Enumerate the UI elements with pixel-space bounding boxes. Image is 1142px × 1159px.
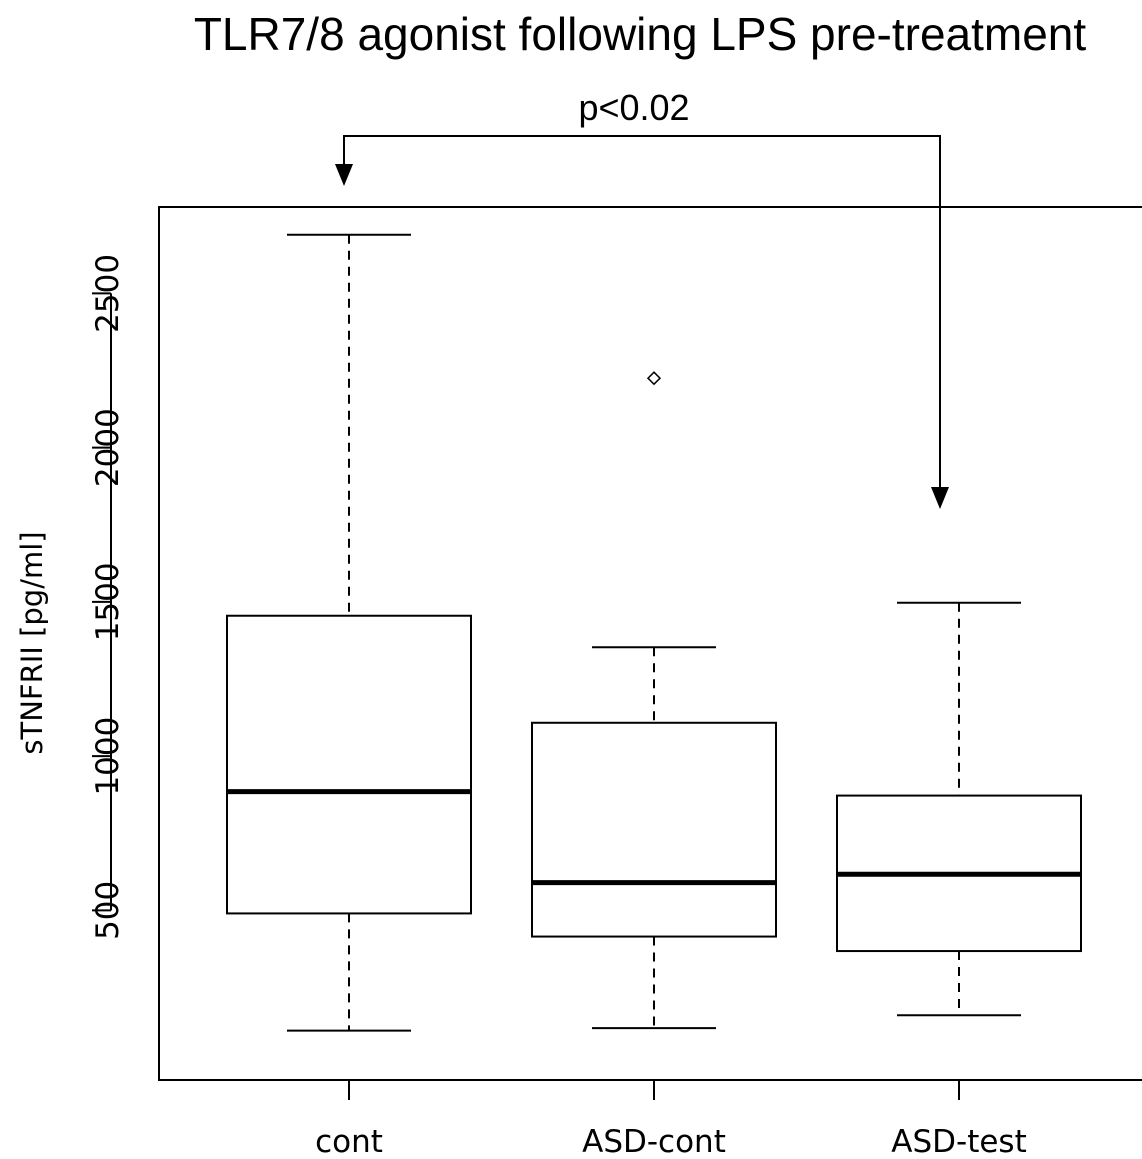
iqr-box [226,614,472,915]
boxes-group [226,233,1082,1032]
y-axis: 500 1000 1500 2000 2500 [90,254,126,940]
iqr-box [531,721,777,938]
x-tick-label: cont [315,1124,383,1159]
arrowhead-right [931,487,949,510]
p-value-label: p<0.02 [578,87,689,128]
chart-title: TLR7/8 agonist following LPS pre-treatme… [194,8,1087,60]
y-tick-label: 1000 [90,717,126,796]
outlier-point [646,371,662,386]
box-cont [226,233,472,1032]
x-tick-label: ASD-test [891,1124,1026,1159]
y-tick-label: 2000 [90,408,126,487]
plot-frame [158,206,1142,1081]
y-tick-label: 500 [90,881,126,940]
box-ASD-test [836,601,1082,1017]
x-tick-label: ASD-cont [582,1124,726,1159]
significance-annotation: p<0.02 [335,87,949,510]
arrowhead-left [335,164,353,186]
y-tick-label: 1500 [90,562,126,641]
bracket-line [343,135,941,490]
y-tick-label: 2500 [90,254,126,333]
y-axis-label: sTNFRII [pg/ml] [15,531,49,754]
x-axis: cont ASD-cont ASD-test [315,1080,1027,1159]
box-ASD-cont [531,371,777,1030]
